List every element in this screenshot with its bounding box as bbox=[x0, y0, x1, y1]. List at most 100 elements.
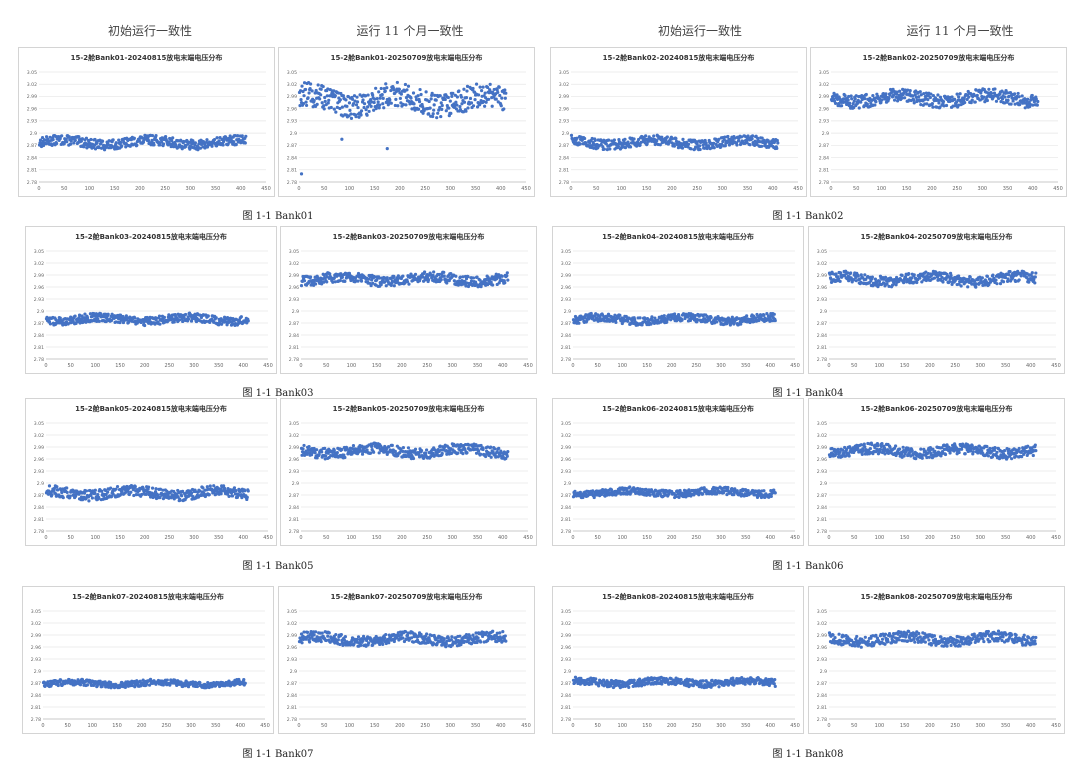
data-point bbox=[350, 97, 355, 101]
y-tick-label: 2.96 bbox=[289, 285, 299, 291]
data-point bbox=[719, 145, 723, 149]
data-point bbox=[638, 487, 642, 491]
data-point bbox=[895, 90, 899, 94]
data-point bbox=[206, 314, 210, 318]
data-point bbox=[914, 89, 918, 93]
data-point bbox=[302, 94, 306, 98]
data-point bbox=[762, 489, 766, 493]
data-point bbox=[863, 273, 867, 277]
y-tick-label: 2.99 bbox=[34, 273, 44, 279]
x-tick-label: 200 bbox=[135, 186, 145, 192]
data-point bbox=[1005, 91, 1010, 95]
x-tick-label: 350 bbox=[1001, 535, 1011, 541]
y-tick-label: 3.05 bbox=[561, 249, 571, 255]
x-tick-label: 450 bbox=[523, 535, 533, 541]
y-tick-label: 3.05 bbox=[817, 249, 827, 255]
data-point bbox=[435, 451, 439, 455]
data-point bbox=[958, 92, 962, 96]
data-point bbox=[310, 89, 314, 93]
x-tick-label: 50 bbox=[593, 186, 599, 192]
data-point bbox=[702, 486, 706, 490]
y-tick-label: 2.81 bbox=[561, 345, 571, 351]
data-point bbox=[369, 104, 373, 108]
data-point bbox=[843, 273, 847, 277]
data-point bbox=[718, 319, 722, 323]
data-point bbox=[344, 98, 348, 102]
x-tick-label: 250 bbox=[165, 363, 175, 369]
y-tick-label: 2.84 bbox=[561, 333, 571, 339]
data-point bbox=[484, 277, 488, 282]
x-tick-label: 100 bbox=[347, 535, 357, 541]
data-point bbox=[506, 450, 510, 454]
data-point bbox=[405, 279, 410, 284]
scatter-chart-svg: 15-2舱Bank04-20240815放电末端电压分布3.053.022.99… bbox=[561, 232, 800, 369]
scatter-series bbox=[299, 441, 510, 461]
data-point bbox=[703, 146, 707, 150]
data-point bbox=[410, 107, 414, 111]
data-point bbox=[963, 100, 967, 105]
data-point bbox=[144, 492, 148, 496]
data-point bbox=[881, 92, 886, 96]
data-point bbox=[393, 103, 397, 108]
data-point bbox=[316, 83, 320, 87]
y-tick-label: 2.84 bbox=[289, 333, 299, 339]
data-point bbox=[495, 450, 499, 454]
y-tick-label: 2.81 bbox=[34, 517, 44, 523]
data-point bbox=[323, 446, 327, 451]
data-point bbox=[440, 107, 444, 111]
data-point bbox=[417, 100, 422, 104]
data-point bbox=[944, 103, 949, 108]
data-point bbox=[879, 100, 883, 105]
data-point bbox=[717, 137, 721, 141]
data-point bbox=[604, 142, 608, 146]
data-point bbox=[73, 138, 77, 142]
data-point bbox=[432, 270, 436, 274]
x-tick-label: 100 bbox=[85, 186, 95, 192]
data-point bbox=[985, 274, 989, 278]
data-point bbox=[154, 487, 158, 491]
data-point bbox=[633, 317, 637, 322]
x-tick-label: 150 bbox=[900, 535, 910, 541]
data-point bbox=[481, 85, 485, 89]
data-point bbox=[942, 104, 946, 108]
data-point bbox=[461, 452, 465, 456]
y-tick-label: 2.84 bbox=[817, 505, 827, 511]
data-point bbox=[695, 318, 699, 322]
data-point bbox=[469, 101, 474, 105]
data-point bbox=[317, 453, 321, 457]
data-point bbox=[404, 103, 408, 107]
chart-bank04-11m: 15-2舱Bank04-20250709放电末端电压分布 3.05 3.02 2.99… bbox=[808, 226, 1065, 374]
data-point bbox=[500, 274, 504, 278]
scatter-chart-svg: 15-2舱Bank02-20240815放电末端电压分布3.053.022.99… bbox=[559, 53, 803, 192]
data-point bbox=[377, 276, 381, 280]
data-point bbox=[120, 144, 124, 148]
data-point bbox=[392, 274, 396, 279]
data-point bbox=[65, 486, 69, 490]
data-point bbox=[1009, 102, 1013, 106]
data-point bbox=[394, 97, 398, 101]
x-tick-label: 450 bbox=[790, 363, 800, 369]
data-point bbox=[1036, 99, 1040, 104]
x-tick-label: 350 bbox=[211, 186, 221, 192]
scatter-chart-svg: 15-2舱Bank04-20250709放电末端电压分布3.053.022.99… bbox=[817, 232, 1061, 369]
data-point bbox=[836, 447, 840, 451]
data-point bbox=[1011, 99, 1015, 103]
x-tick-label: 300 bbox=[976, 363, 986, 369]
x-tick-label: 250 bbox=[692, 535, 702, 541]
data-point bbox=[686, 142, 691, 146]
data-point bbox=[375, 97, 379, 101]
data-point bbox=[675, 489, 680, 493]
data-point bbox=[773, 491, 777, 495]
data-point bbox=[366, 93, 370, 97]
data-point bbox=[473, 98, 477, 102]
data-point bbox=[645, 316, 650, 321]
y-tick-label: 2.84 bbox=[289, 505, 299, 511]
data-point bbox=[930, 102, 934, 106]
data-point bbox=[383, 89, 387, 93]
data-point bbox=[356, 105, 360, 110]
data-point bbox=[393, 449, 397, 453]
scatter-chart-svg: 15-2舱Bank03-20250709放电末端电压分布3.053.022.99… bbox=[289, 232, 533, 369]
y-tick-label: 2.84 bbox=[559, 155, 569, 161]
data-point bbox=[222, 484, 226, 488]
x-tick-label: 450 bbox=[261, 186, 271, 192]
